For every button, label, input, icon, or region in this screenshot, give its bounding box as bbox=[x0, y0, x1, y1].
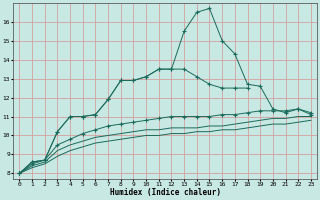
X-axis label: Humidex (Indice chaleur): Humidex (Indice chaleur) bbox=[110, 188, 220, 197]
